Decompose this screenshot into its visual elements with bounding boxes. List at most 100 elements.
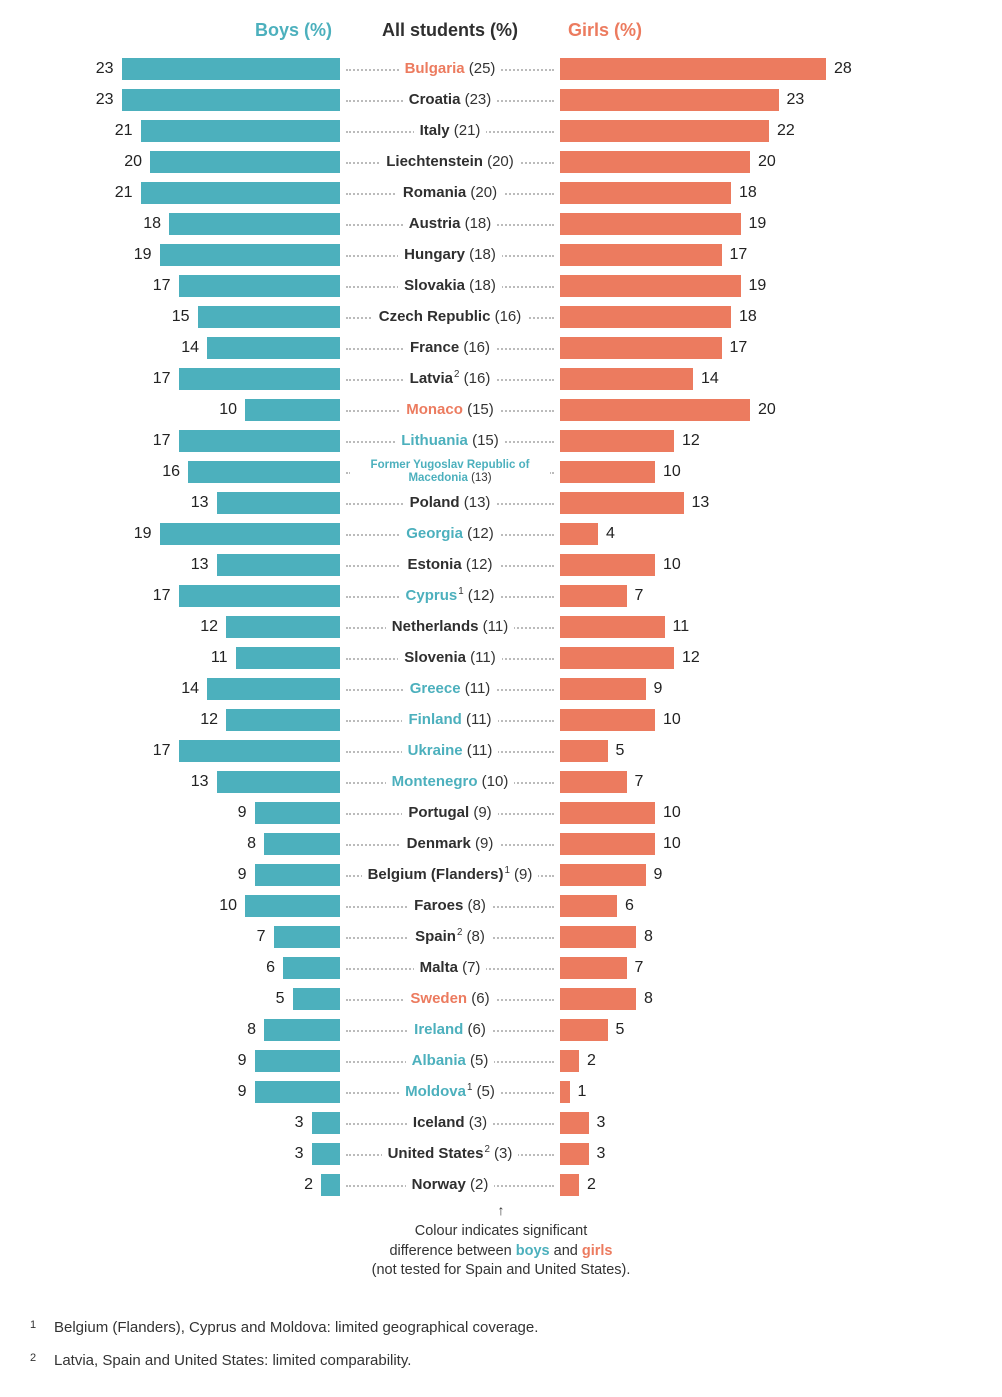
country-cell: United States2 (3) bbox=[340, 1145, 560, 1162]
chart-row: 7 Spain2 (8) 8 bbox=[30, 921, 972, 952]
all-students-value: (7) bbox=[458, 959, 481, 976]
all-students-value: (9) bbox=[510, 866, 533, 883]
boys-bar bbox=[207, 337, 340, 359]
country-name: Iceland bbox=[413, 1114, 465, 1131]
all-students-value: (11) bbox=[463, 742, 493, 759]
country-name: Romania bbox=[403, 184, 466, 201]
header-boys: Boys (%) bbox=[30, 20, 340, 41]
country-label: Liechtenstein (20) bbox=[380, 154, 520, 170]
chart-row: 10Faroes (8)6 bbox=[30, 890, 972, 921]
girls-value: 23 bbox=[779, 91, 813, 109]
girls-value: 5 bbox=[608, 742, 633, 760]
country-cell: Malta (7) bbox=[340, 960, 560, 976]
girls-side: 23 bbox=[560, 89, 870, 111]
country-name: France bbox=[410, 339, 459, 356]
girls-value: 7 bbox=[627, 959, 652, 977]
chart-row: 23Bulgaria (25)28 bbox=[30, 53, 972, 84]
country-label: Former Yugoslav Republic of Macedonia (1… bbox=[350, 459, 550, 483]
country-cell: Greece (11) bbox=[340, 681, 560, 697]
chart-row: 21Romania (20)18 bbox=[30, 177, 972, 208]
boys-side: 2 bbox=[30, 1174, 340, 1196]
country-label: Malta (7) bbox=[414, 960, 487, 976]
boys-value: 15 bbox=[164, 308, 198, 326]
boys-value: 7 bbox=[249, 928, 274, 946]
girls-side: 22 bbox=[560, 120, 870, 142]
country-label: Belgium (Flanders)1 (9) bbox=[362, 866, 539, 883]
column-headers: Boys (%) All students (%) Girls (%) bbox=[30, 20, 972, 41]
girls-side: 5 bbox=[560, 740, 870, 762]
boys-side: 9 bbox=[30, 1081, 340, 1103]
boys-bar bbox=[188, 461, 340, 483]
chart-row: 9Albania (5)2 bbox=[30, 1045, 972, 1076]
country-name: Montenegro bbox=[392, 773, 478, 790]
boys-side: 14 bbox=[30, 678, 340, 700]
girls-side: 9 bbox=[560, 864, 870, 886]
boys-bar bbox=[312, 1143, 341, 1165]
country-cell: Moldova1 (5) bbox=[340, 1083, 560, 1100]
girls-side: 13 bbox=[560, 492, 870, 514]
girls-bar bbox=[560, 802, 655, 824]
all-students-value: (12) bbox=[464, 587, 495, 604]
country-label: Estonia (12) bbox=[401, 557, 498, 573]
country-name: Monaco bbox=[406, 401, 463, 418]
boys-side: 17 bbox=[30, 368, 340, 390]
all-students-value: (6) bbox=[467, 990, 490, 1007]
country-label: Cyprus1 (12) bbox=[400, 587, 501, 604]
boys-value: 13 bbox=[183, 494, 217, 512]
girls-side: 19 bbox=[560, 213, 870, 235]
boys-value: 12 bbox=[192, 618, 226, 636]
country-label: Denmark (9) bbox=[401, 836, 500, 852]
chart-row: 19Hungary (18)17 bbox=[30, 239, 972, 270]
country-name: Belgium (Flanders) bbox=[368, 866, 504, 883]
girls-bar bbox=[560, 1050, 579, 1072]
boys-side: 19 bbox=[30, 244, 340, 266]
girls-bar bbox=[560, 647, 674, 669]
country-name: Spain bbox=[415, 928, 456, 945]
girls-side: 17 bbox=[560, 244, 870, 266]
girls-bar bbox=[560, 58, 826, 80]
girls-value: 19 bbox=[741, 215, 775, 233]
all-students-value: (15) bbox=[463, 401, 494, 418]
boys-bar bbox=[236, 647, 341, 669]
boys-bar bbox=[217, 554, 341, 576]
boys-side: 3 bbox=[30, 1112, 340, 1134]
footnote-text: Latvia, Spain and United States: limited… bbox=[54, 1344, 411, 1377]
girls-side: 20 bbox=[560, 399, 870, 421]
country-label: Austria (18) bbox=[403, 216, 498, 232]
all-students-value: (3) bbox=[490, 1145, 513, 1162]
country-cell: Croatia (23) bbox=[340, 92, 560, 108]
all-students-value: (16) bbox=[490, 308, 521, 325]
country-name: Czech Republic bbox=[379, 308, 491, 325]
country-name: Moldova bbox=[405, 1083, 466, 1100]
chart-row: 3United States2 (3)3 bbox=[30, 1138, 972, 1169]
boys-bar bbox=[150, 151, 340, 173]
country-label: Spain2 (8) bbox=[409, 928, 491, 945]
all-students-value: (8) bbox=[463, 897, 486, 914]
girls-value: 18 bbox=[731, 184, 765, 202]
country-label: Albania (5) bbox=[406, 1053, 495, 1069]
boys-side: 8 bbox=[30, 833, 340, 855]
girls-side: 8 bbox=[560, 926, 870, 948]
country-label: Italy (21) bbox=[414, 123, 487, 139]
chart-row: 17Latvia2 (16)14 bbox=[30, 363, 972, 394]
all-students-value: (5) bbox=[466, 1052, 489, 1069]
country-label: Poland (13) bbox=[404, 495, 497, 511]
boys-value: 17 bbox=[145, 432, 179, 450]
all-students-value: (21) bbox=[450, 122, 481, 139]
country-label: Finland (11) bbox=[402, 712, 497, 728]
country-name: Lithuania bbox=[401, 432, 468, 449]
country-cell: Georgia (12) bbox=[340, 526, 560, 542]
country-cell: Hungary (18) bbox=[340, 247, 560, 263]
girls-value: 10 bbox=[655, 463, 689, 481]
all-students-value: (10) bbox=[477, 773, 508, 790]
boys-value: 23 bbox=[88, 91, 122, 109]
boys-side: 9 bbox=[30, 864, 340, 886]
country-name: Poland bbox=[410, 494, 460, 511]
country-cell: Ireland (6) bbox=[340, 1022, 560, 1038]
all-students-value: (5) bbox=[472, 1083, 495, 1100]
girls-side: 2 bbox=[560, 1050, 870, 1072]
boys-side: 6 bbox=[30, 957, 340, 979]
girls-side: 10 bbox=[560, 833, 870, 855]
girls-value: 28 bbox=[826, 60, 860, 78]
girls-bar bbox=[560, 492, 684, 514]
